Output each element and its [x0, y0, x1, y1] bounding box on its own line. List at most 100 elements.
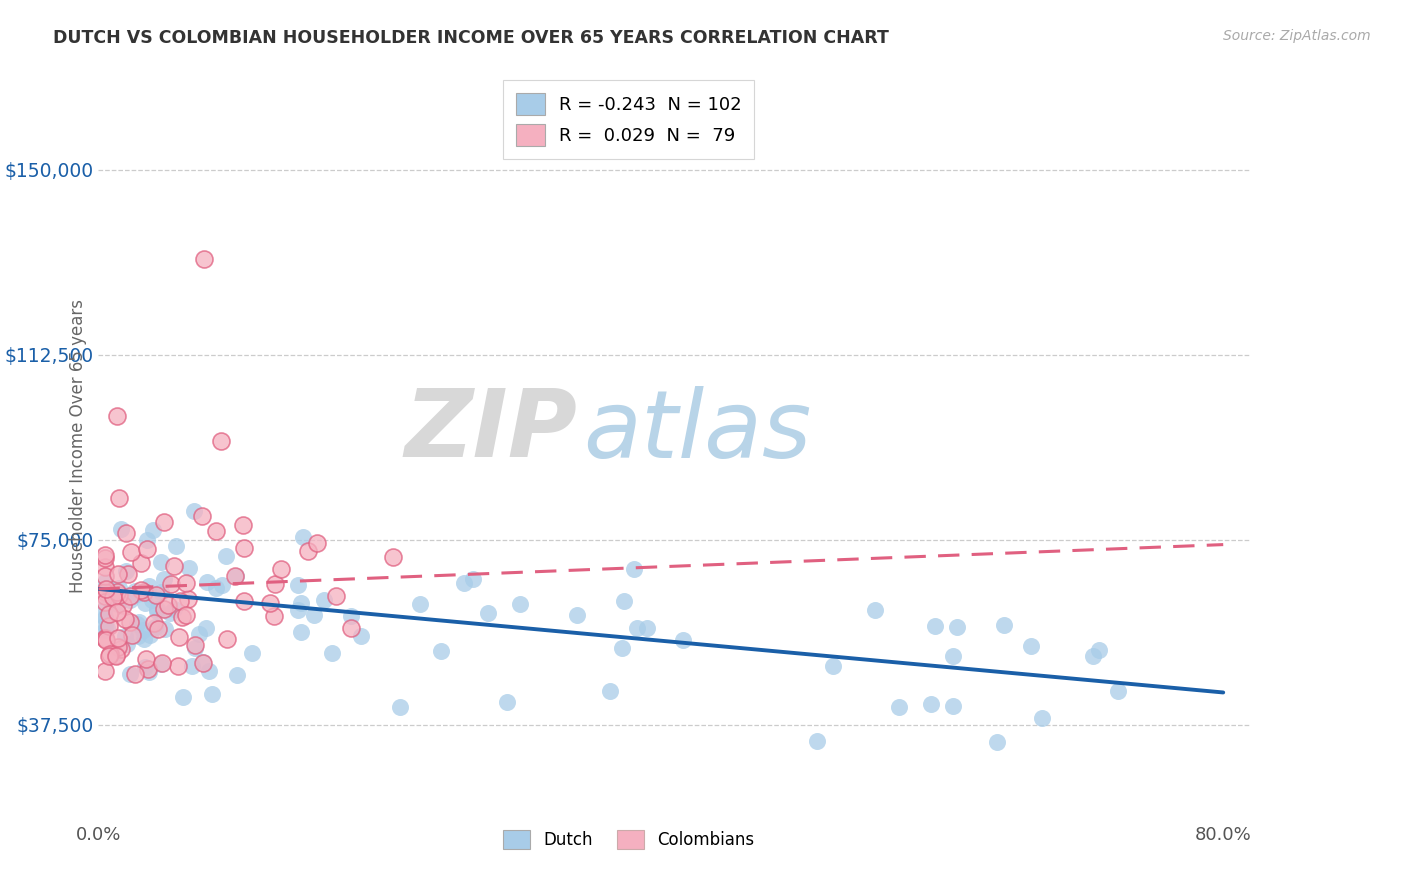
Point — [120, 545, 142, 559]
Point — [152, 572, 174, 586]
Point — [302, 608, 325, 623]
Point — [920, 697, 942, 711]
Point — [110, 641, 132, 656]
Point — [194, 621, 217, 635]
Point — [146, 602, 169, 616]
Point — [94, 664, 117, 678]
Point — [287, 603, 309, 617]
Point — [120, 589, 142, 603]
Point — [94, 609, 117, 624]
Point — [224, 568, 246, 582]
Y-axis label: Householder Income Over 65 years: Householder Income Over 65 years — [69, 299, 87, 593]
Point — [389, 699, 412, 714]
Point — [1107, 684, 1129, 698]
Point — [138, 579, 160, 593]
Point — [287, 578, 309, 592]
Point — [209, 434, 232, 448]
Point — [191, 655, 214, 669]
Point — [150, 657, 173, 671]
Point — [96, 621, 118, 635]
Point — [94, 550, 117, 565]
Text: atlas: atlas — [582, 385, 811, 476]
Point — [945, 620, 967, 634]
Point — [129, 556, 152, 570]
Point — [143, 615, 166, 630]
Point — [565, 607, 588, 622]
Point — [183, 504, 205, 518]
Point — [94, 618, 117, 632]
Point — [132, 624, 155, 638]
Point — [613, 594, 636, 608]
Point — [104, 648, 127, 662]
Point — [191, 508, 214, 523]
Point — [259, 596, 281, 610]
Point — [138, 662, 160, 676]
Point — [96, 582, 118, 596]
Point — [94, 575, 117, 590]
Text: DUTCH VS COLOMBIAN HOUSEHOLDER INCOME OVER 65 YEARS CORRELATION CHART: DUTCH VS COLOMBIAN HOUSEHOLDER INCOME OV… — [53, 29, 890, 46]
Point — [152, 516, 174, 530]
Point — [430, 644, 453, 658]
Point — [321, 646, 343, 660]
Point — [107, 585, 129, 599]
Point — [204, 581, 226, 595]
Point — [215, 549, 238, 563]
Point — [94, 595, 117, 609]
Point — [117, 566, 139, 581]
Point — [94, 569, 117, 583]
Point — [172, 690, 194, 704]
Point — [636, 621, 658, 635]
Point — [124, 583, 146, 598]
Point — [941, 698, 963, 713]
Point — [107, 581, 129, 595]
Point — [170, 610, 193, 624]
Point — [599, 683, 621, 698]
Point — [225, 568, 247, 582]
Point — [626, 621, 648, 635]
Point — [314, 592, 336, 607]
Point — [1088, 643, 1111, 657]
Point — [232, 593, 254, 607]
Point — [290, 625, 312, 640]
Point — [146, 622, 169, 636]
Point — [201, 687, 224, 701]
Point — [174, 608, 197, 623]
Point — [225, 668, 247, 682]
Point — [340, 621, 363, 635]
Point — [217, 632, 239, 646]
Point — [193, 656, 215, 670]
Text: ZIP: ZIP — [404, 385, 576, 477]
Point — [863, 602, 886, 616]
Point — [193, 252, 215, 266]
Point — [141, 592, 163, 607]
Point — [495, 695, 517, 709]
Point — [307, 536, 329, 550]
Point — [177, 561, 200, 575]
Point — [211, 578, 233, 592]
Point — [350, 629, 373, 643]
Point — [142, 524, 165, 538]
Point — [128, 615, 150, 629]
Point — [127, 587, 149, 601]
Point — [139, 628, 162, 642]
Point — [509, 597, 531, 611]
Point — [195, 575, 218, 590]
Point — [150, 656, 173, 670]
Point — [134, 596, 156, 610]
Point — [169, 594, 191, 608]
Point — [131, 582, 153, 597]
Point — [105, 649, 128, 664]
Point — [806, 734, 828, 748]
Legend: Dutch, Colombians: Dutch, Colombians — [495, 822, 763, 857]
Point — [232, 518, 254, 533]
Point — [135, 652, 157, 666]
Point — [290, 596, 312, 610]
Point — [94, 585, 117, 599]
Point — [145, 588, 167, 602]
Point — [184, 638, 207, 652]
Point — [115, 637, 138, 651]
Point — [477, 606, 499, 620]
Point — [180, 658, 202, 673]
Point — [112, 598, 135, 612]
Point — [110, 522, 132, 536]
